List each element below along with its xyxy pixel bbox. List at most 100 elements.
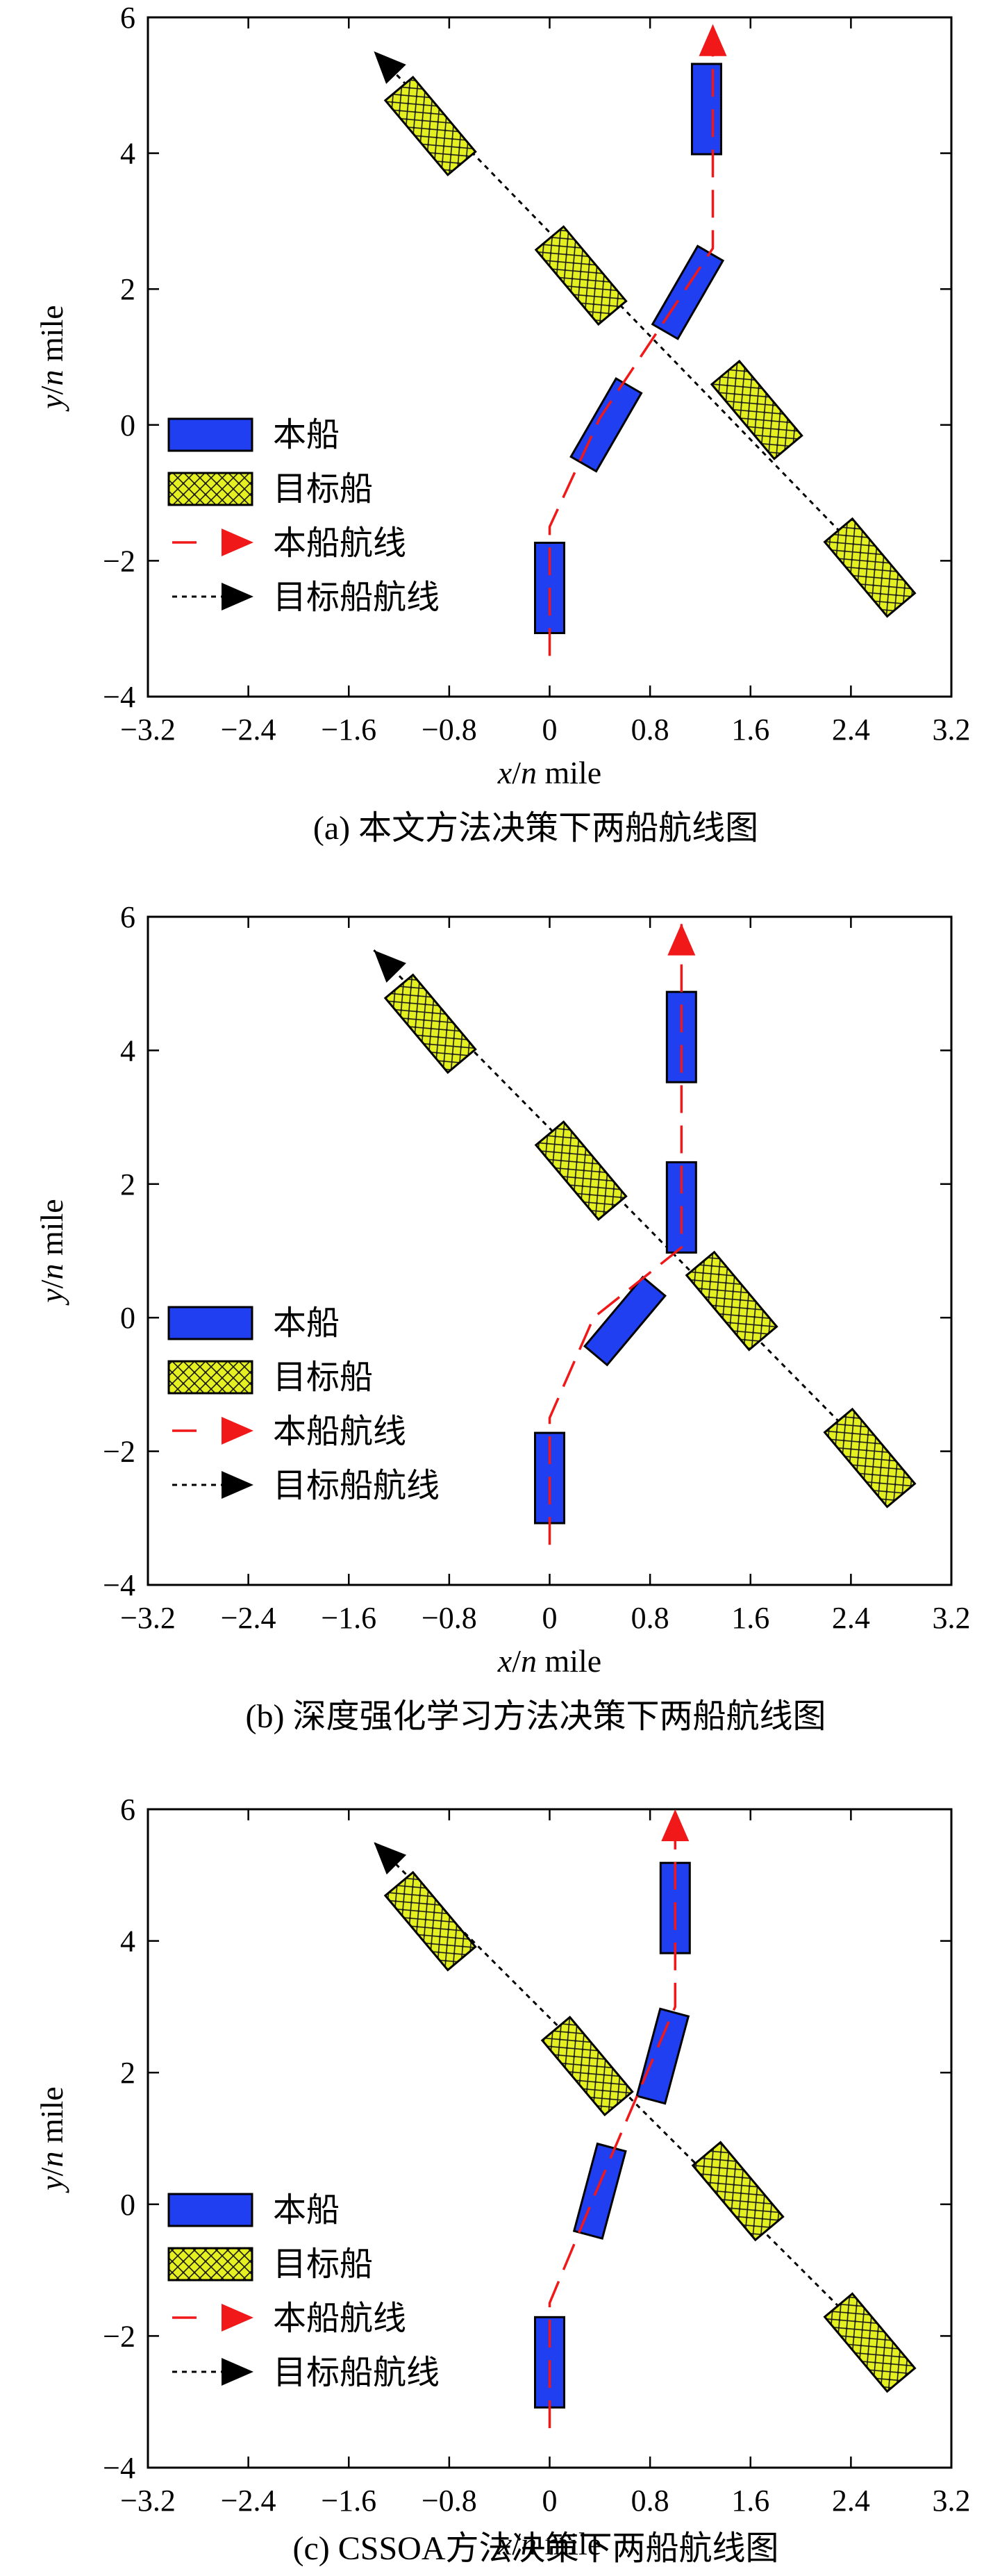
x-axis-label: x/n mile bbox=[497, 1643, 601, 1679]
legend-target-route-label: 目标船航线 bbox=[273, 578, 440, 617]
y-axis-label: y/n mile bbox=[34, 305, 69, 411]
x-axis-var: x bbox=[497, 1643, 512, 1679]
y-axis-unit-var: n bbox=[34, 2152, 69, 2168]
legend-black-arrowhead-icon bbox=[222, 583, 253, 610]
panel-caption: (b) 深度强化学习方法决策下两船航线图 bbox=[246, 1698, 826, 1735]
y-tick-label: 0 bbox=[120, 408, 135, 442]
y-tick-label: −4 bbox=[103, 2451, 135, 2485]
x-tick-label: −2.4 bbox=[221, 713, 276, 747]
x-tick-label: −0.8 bbox=[422, 1601, 477, 1635]
chart-panel-a: −3.2 −2.4 −1.6 −0.8 0 0.8 1.6 2.4 3.2−4−20246x/n… bbox=[34, 1, 971, 847]
y-tick-label: −4 bbox=[103, 680, 135, 714]
panel-caption: (a) 本文方法决策下两船航线图 bbox=[313, 810, 758, 847]
target-ship-2 bbox=[710, 359, 803, 460]
x-tick-label: −3.2 bbox=[120, 1601, 176, 1635]
legend-own-ship-swatch bbox=[167, 2193, 253, 2227]
own-ship-3 bbox=[651, 244, 725, 340]
legend-own-ship-label: 本船 bbox=[273, 415, 340, 454]
own-route-line bbox=[548, 923, 683, 1545]
y-tick-label: 2 bbox=[120, 1167, 135, 1202]
legend-own-ship-swatch bbox=[167, 417, 253, 452]
x-tick-label: −2.4 bbox=[221, 1601, 276, 1635]
x-tick-label: 0.8 bbox=[631, 2484, 669, 2518]
own-route-line bbox=[548, 24, 715, 656]
y-axis-unit-word: mile bbox=[34, 305, 69, 369]
x-axis-unit-var: n bbox=[521, 2526, 537, 2561]
x-axis-var: x bbox=[497, 2526, 512, 2561]
own-ship-4 bbox=[690, 63, 722, 156]
chart-panel-b: −3.2 −2.4 −1.6 −0.8 0 0.8 1.6 2.4 3.2−4−20246x/n… bbox=[34, 900, 971, 1735]
x-tick-label: 2.4 bbox=[832, 1601, 870, 1635]
y-axis-var: y bbox=[34, 1288, 69, 1306]
x-tick-label: 1.6 bbox=[731, 2484, 769, 2518]
red-arrowhead-icon bbox=[661, 1809, 690, 1841]
x-axis-sep: / bbox=[512, 2526, 521, 2561]
black-arrowhead-icon bbox=[374, 1842, 407, 1875]
y-tick-label: 0 bbox=[120, 1301, 135, 1335]
legend-target-ship-label: 目标船 bbox=[273, 2245, 373, 2284]
legend-black-arrowhead-icon bbox=[222, 1471, 253, 1499]
y-axis-sep: / bbox=[34, 385, 69, 394]
y-tick-label: 6 bbox=[120, 1793, 135, 1827]
x-tick-label: −0.8 bbox=[422, 713, 477, 747]
x-tick-label: 0 bbox=[542, 713, 558, 747]
legend-own-route-label: 本船航线 bbox=[273, 1412, 406, 1451]
red-arrowhead-icon bbox=[667, 923, 696, 956]
target-ship-3 bbox=[534, 225, 628, 326]
x-tick-label: −0.8 bbox=[422, 2484, 477, 2518]
y-tick-label: 4 bbox=[120, 1925, 135, 1959]
target-ship-3 bbox=[540, 2016, 634, 2117]
legend-red-arrowhead-icon bbox=[222, 529, 253, 556]
x-tick-label: −3.2 bbox=[120, 2484, 176, 2518]
target-route-line bbox=[373, 1841, 902, 2370]
x-tick-label: −2.4 bbox=[221, 2484, 276, 2518]
x-tick-label: 0.8 bbox=[631, 713, 669, 747]
x-axis-unit-word: mile bbox=[537, 2526, 601, 2561]
x-axis-unit-word: mile bbox=[537, 1643, 601, 1679]
own-ship-2 bbox=[583, 1275, 667, 1367]
legend-target-ship-swatch bbox=[167, 2247, 253, 2282]
x-tick-label: 0 bbox=[542, 2484, 558, 2518]
y-axis-sep: / bbox=[34, 1279, 69, 1288]
y-tick-label: −4 bbox=[103, 1568, 135, 1602]
y-axis-unit-word: mile bbox=[34, 1199, 69, 1263]
target-ship-3 bbox=[534, 1120, 628, 1222]
y-axis-var: y bbox=[34, 394, 69, 412]
panel-caption: (c) CSSOA方法决策下两船航线图 bbox=[292, 2530, 778, 2567]
legend-target-ship-swatch bbox=[167, 1360, 253, 1395]
target-ship-2 bbox=[691, 2141, 785, 2242]
y-tick-label: 6 bbox=[120, 1, 135, 35]
target-ship-4 bbox=[383, 76, 477, 176]
x-tick-label: 2.4 bbox=[832, 2484, 870, 2518]
x-axis-sep: / bbox=[512, 1643, 521, 1679]
x-tick-label: 1.6 bbox=[731, 713, 769, 747]
legend-own-route-label: 本船航线 bbox=[273, 524, 406, 563]
target-ship-4 bbox=[383, 973, 477, 1074]
y-tick-label: 6 bbox=[120, 900, 135, 934]
y-axis-sep: / bbox=[34, 2167, 69, 2176]
legend-black-arrowhead-icon bbox=[222, 2358, 253, 2386]
x-axis-var: x bbox=[497, 755, 512, 790]
x-tick-label: 3.2 bbox=[933, 2484, 971, 2518]
own-route-line bbox=[548, 1809, 677, 2429]
y-axis-unit-var: n bbox=[34, 370, 69, 386]
y-tick-label: −2 bbox=[103, 2319, 135, 2353]
target-ship-1 bbox=[823, 2292, 917, 2393]
x-axis-sep: / bbox=[512, 755, 521, 790]
legend-target-ship-swatch bbox=[167, 472, 253, 506]
y-axis-unit-var: n bbox=[34, 1264, 69, 1280]
target-ship-1 bbox=[823, 517, 917, 618]
x-tick-label: −1.6 bbox=[321, 713, 376, 747]
x-axis-label: x/n mile bbox=[497, 2526, 601, 2561]
x-axis-unit-var: n bbox=[521, 755, 537, 790]
own-ship-2 bbox=[569, 376, 643, 473]
x-tick-label: 3.2 bbox=[933, 1601, 971, 1635]
y-tick-label: 4 bbox=[120, 137, 135, 171]
legend-own-ship-swatch bbox=[167, 1306, 253, 1340]
legend-target-ship-label: 目标船 bbox=[273, 470, 373, 508]
legend-target-route-label: 目标船航线 bbox=[273, 1466, 440, 1505]
y-tick-label: 4 bbox=[120, 1033, 135, 1067]
